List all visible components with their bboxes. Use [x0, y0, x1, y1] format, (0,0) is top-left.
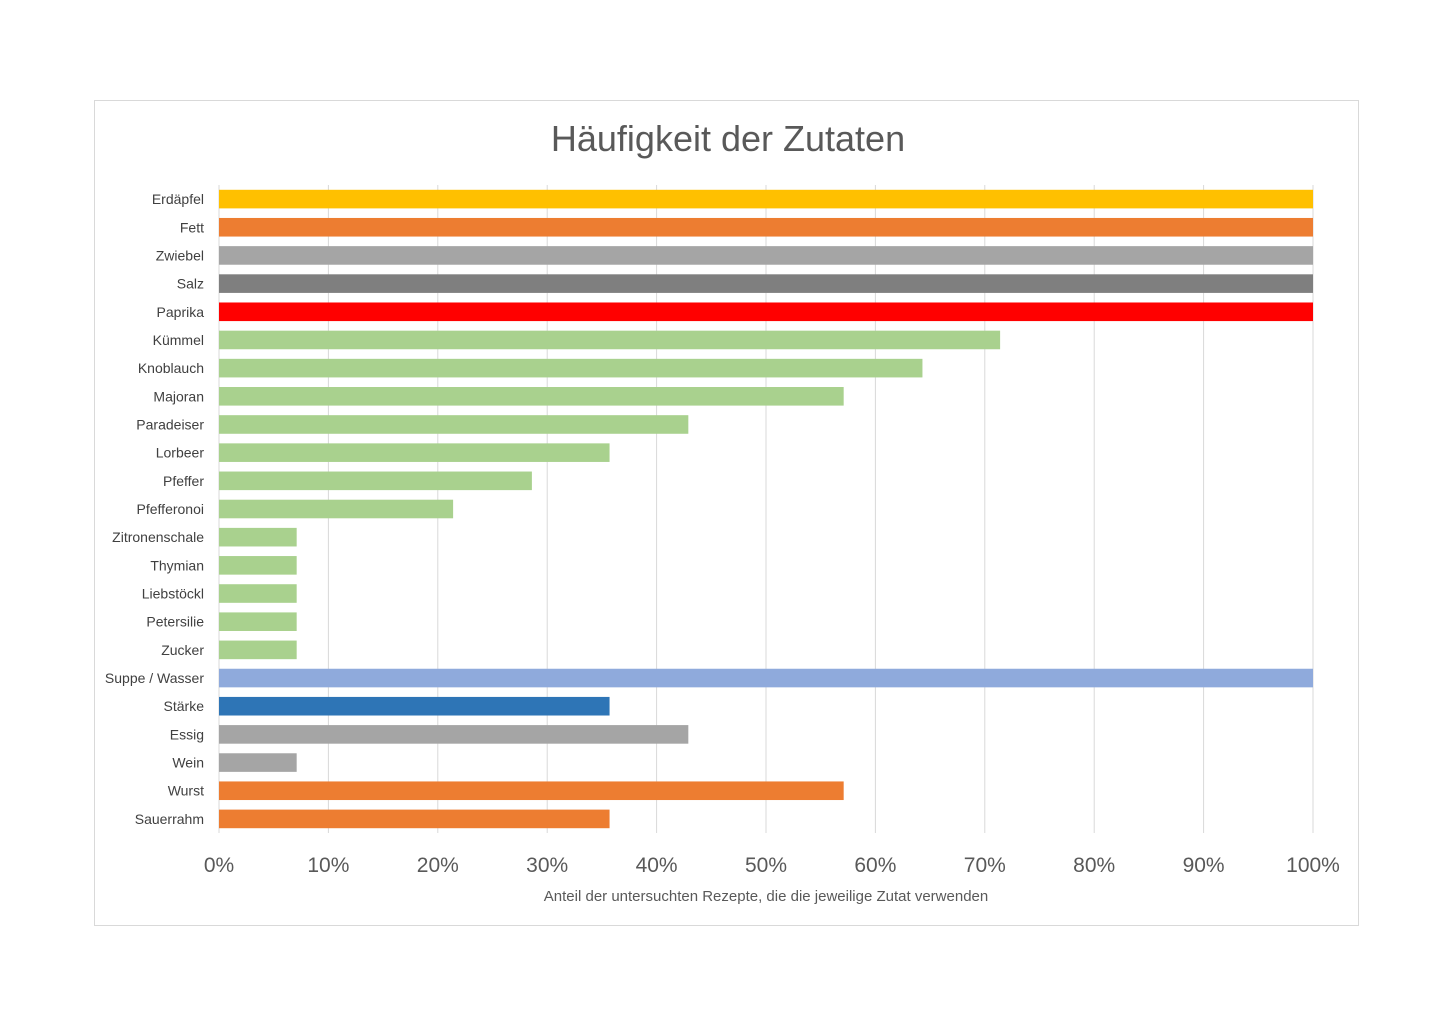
category-label: Knoblauch — [138, 360, 204, 376]
bar — [219, 696, 610, 716]
category-label: Sauerrahm — [135, 811, 204, 827]
category-label: Essig — [170, 726, 204, 742]
x-tick-label: 50% — [745, 854, 787, 877]
bar — [219, 246, 1313, 265]
bar — [219, 753, 297, 772]
x-tick-label: 10% — [307, 854, 349, 877]
x-tick-label: 0% — [204, 854, 234, 877]
bar — [219, 668, 1313, 688]
category-label: Wurst — [168, 783, 204, 799]
category-label: Paprika — [157, 304, 205, 320]
bar — [219, 556, 297, 575]
category-label: Lorbeer — [156, 445, 205, 461]
bar — [219, 330, 1001, 350]
category-label: Zitronenschale — [112, 529, 204, 545]
bar — [219, 217, 1313, 237]
bars — [219, 189, 1313, 829]
x-tick-label: 30% — [526, 854, 568, 877]
x-tick-label: 70% — [964, 854, 1006, 877]
gridlines — [218, 185, 1314, 833]
category-label: Pfeffer — [163, 473, 204, 489]
bar — [219, 415, 689, 434]
category-labels: Erdäpfel Fett Zwiebel Salz Paprika Kümmel Knob… — [105, 191, 204, 827]
bar — [219, 189, 1313, 209]
category-label: Fett — [180, 219, 204, 235]
bar — [219, 302, 1313, 322]
category-label: Stärke — [164, 698, 205, 714]
bar — [219, 781, 844, 801]
category-label: Thymian — [150, 557, 204, 573]
category-label: Salz — [177, 276, 204, 292]
category-label: Petersilie — [146, 614, 204, 630]
x-tick-label: 90% — [1183, 854, 1225, 877]
bar — [219, 499, 454, 519]
bar — [219, 527, 297, 547]
x-tick-label: 20% — [417, 854, 459, 877]
category-label: Liebstöckl — [142, 586, 204, 602]
category-label: Erdäpfel — [152, 191, 204, 207]
bar — [219, 274, 1313, 293]
category-label: Suppe / Wasser — [105, 670, 204, 686]
category-label: Pfefferonoi — [137, 501, 204, 517]
bar — [219, 584, 297, 603]
bar — [219, 471, 532, 491]
x-tick-label: 40% — [636, 854, 678, 877]
x-tick-label: 100% — [1286, 854, 1340, 877]
category-label: Zucker — [161, 642, 204, 658]
x-tick-label: 60% — [854, 854, 896, 877]
category-label: Majoran — [153, 388, 204, 404]
x-tick-labels: 0% 10% 20% 30% 40% 50% 60% 70% 80% 90% 100% — [204, 854, 1340, 877]
category-label: Zwiebel — [156, 247, 204, 263]
bar — [219, 443, 610, 462]
bar — [219, 725, 689, 744]
bar — [219, 387, 844, 406]
chart-title: Häufigkeit der Zutaten — [550, 118, 906, 159]
x-axis-title: Anteil der untersuchten Rezepte, die die… — [544, 888, 988, 905]
bar — [219, 358, 923, 378]
bar — [219, 640, 297, 660]
x-tick-label: 80% — [1073, 854, 1115, 877]
category-label: Kümmel — [153, 332, 204, 348]
category-label: Paradeiser — [136, 416, 204, 432]
bar — [219, 809, 610, 829]
category-label: Wein — [172, 755, 204, 771]
bar — [219, 612, 297, 631]
